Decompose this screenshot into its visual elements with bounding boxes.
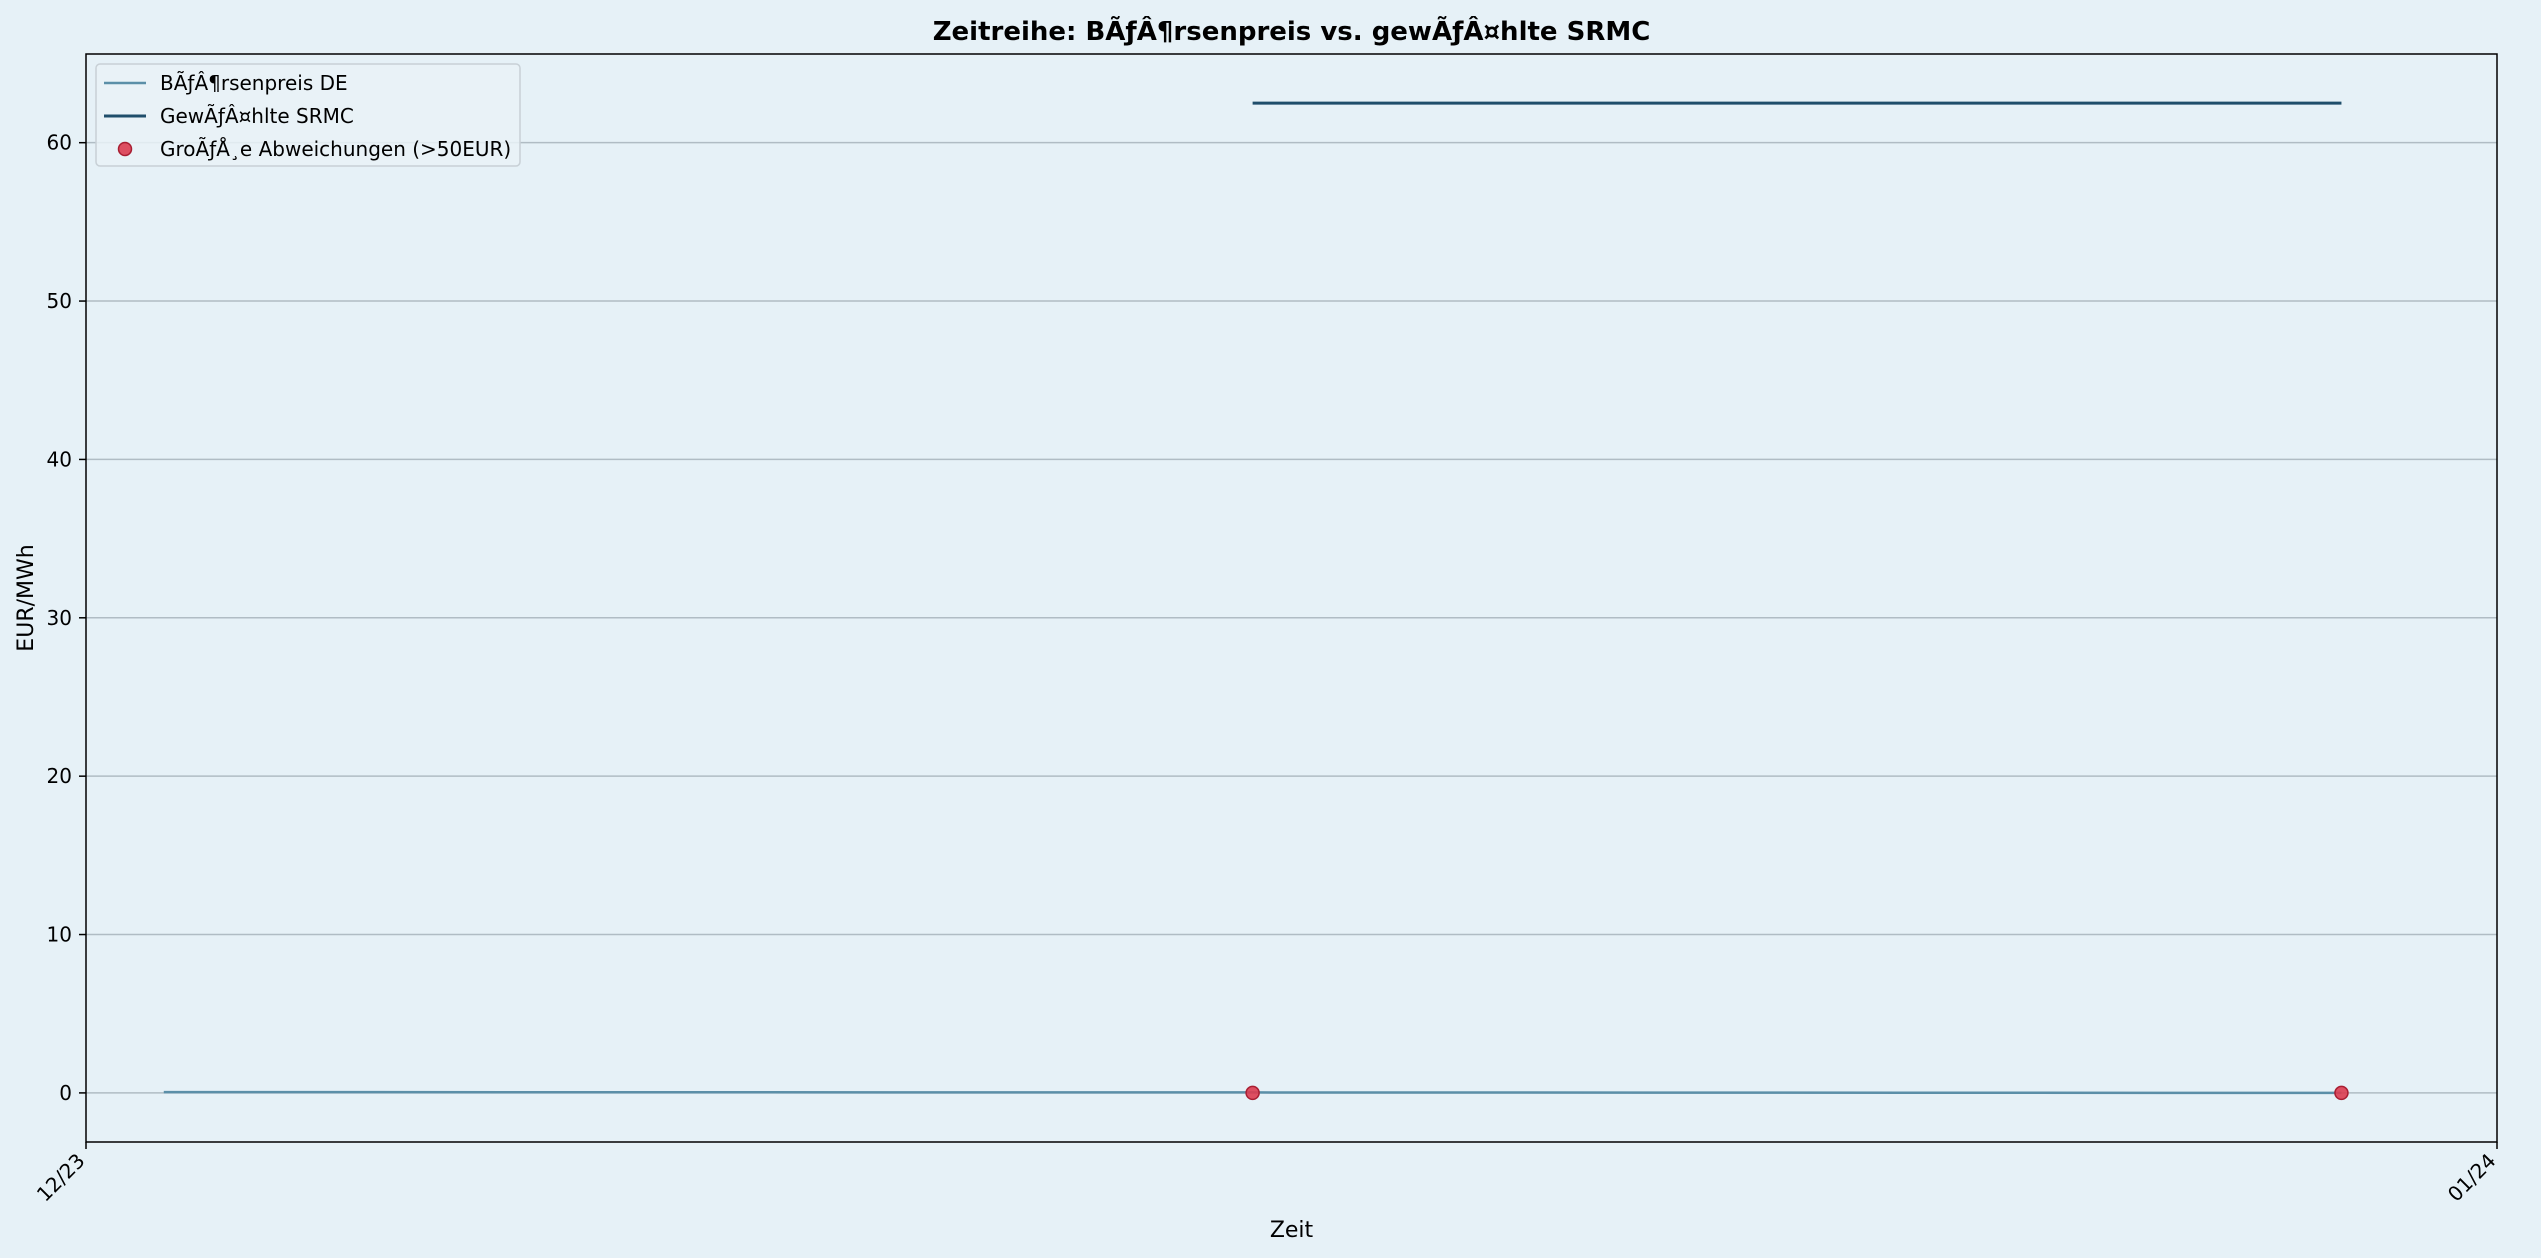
legend-entry-label: GewÃƒÂ¤hlte SRMC: [160, 104, 354, 128]
series-layer: [163, 101, 2349, 1101]
chart-title: Zeitreihe: BÃƒÂ¶rsenpreis vs. gewÃƒÂ¤hlt…: [933, 15, 1651, 47]
y-tick-label: 40: [47, 447, 72, 471]
x-axis-label: Zeit: [1270, 1218, 1314, 1243]
y-tick-label: 50: [47, 289, 72, 313]
legend-box: [95, 63, 521, 167]
legend: BÃƒÂ¶rsenpreis DE GewÃƒÂ¤hlte SRMC GroÃƒÅ¸…: [95, 63, 521, 167]
y-tick-label: 60: [47, 131, 72, 155]
y-axis-label: EUR/MWh: [14, 544, 39, 651]
y-tick-label: 10: [47, 923, 72, 947]
deviation-point: [1245, 1085, 1260, 1101]
y-tick-label: 30: [47, 606, 72, 630]
x-tick-label: 01/24: [2443, 1149, 2501, 1207]
legend-entry-label: BÃƒÂ¶rsenpreis DE: [160, 71, 348, 95]
plot-area: [86, 54, 2497, 1142]
y-tick-label: 20: [47, 764, 72, 788]
plot-frame: [85, 53, 2498, 1143]
x-tick-label: 12/23: [32, 1149, 90, 1207]
legend-marker-swatch: [117, 141, 133, 157]
y-tick-label: 0: [59, 1081, 72, 1105]
deviation-point: [2334, 1085, 2349, 1101]
legend-entry-label: GroÃƒÅ¸e Abweichungen (>50EUR): [160, 137, 511, 161]
